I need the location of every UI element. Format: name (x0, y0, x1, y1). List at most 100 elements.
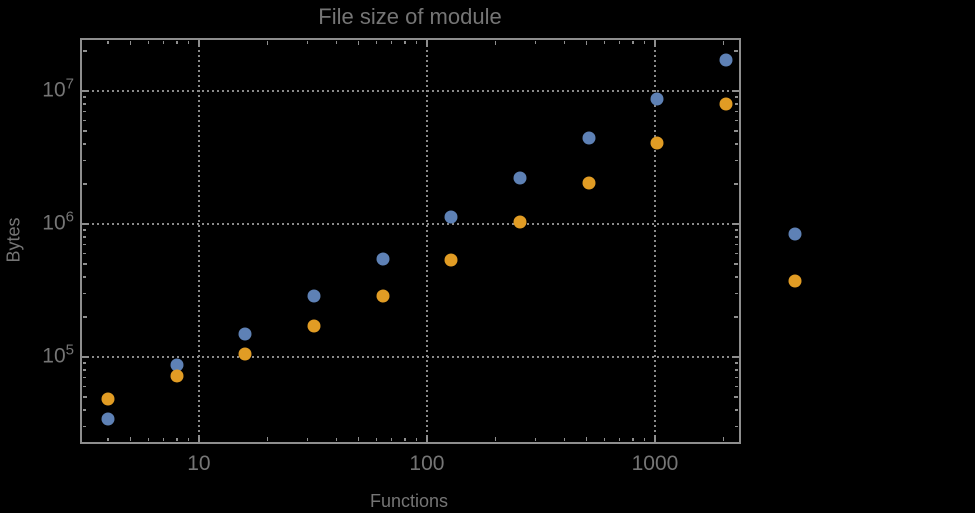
y-tick (735, 103, 738, 105)
y-tick (734, 183, 738, 185)
blue-series-point (376, 252, 390, 266)
y-tick (735, 252, 738, 255)
orange-series-point (582, 176, 596, 190)
x-tick (176, 41, 178, 44)
y-tick (83, 362, 86, 364)
y-gridline (82, 90, 739, 92)
x-tick (162, 438, 165, 441)
y-tick (735, 110, 738, 113)
x-tick (632, 41, 634, 44)
x-tick (404, 41, 406, 44)
orange-series-point (650, 136, 664, 150)
y-tick (83, 183, 87, 185)
y-tick (83, 103, 86, 105)
blue-series-point (307, 289, 321, 303)
x-tick (632, 438, 634, 441)
y-tick-label: 105 (42, 341, 74, 368)
x-tick (603, 41, 606, 44)
x-tick (643, 438, 646, 441)
y-tick (734, 396, 738, 398)
y-tick (735, 292, 738, 295)
x-tick (603, 438, 606, 441)
blue-series-point (238, 327, 252, 341)
y-tick (83, 143, 86, 145)
orange-series-point (719, 97, 733, 111)
x-tick (415, 438, 418, 441)
x-tick (653, 41, 656, 47)
x-gridline (425, 40, 428, 442)
x-tick (335, 438, 337, 441)
y-tick (83, 96, 86, 98)
y-tick (735, 425, 738, 428)
y-tick (732, 90, 738, 92)
orange-series-point (376, 289, 390, 303)
y-tick (735, 159, 738, 162)
y-tick (735, 369, 738, 371)
x-tick (187, 438, 190, 441)
y-tick (734, 263, 738, 265)
orange-series-point (307, 319, 321, 333)
x-tick (494, 437, 497, 441)
y-tick (83, 119, 86, 122)
y-tick (735, 236, 738, 238)
x-tick (176, 438, 178, 441)
y-tick (83, 229, 86, 231)
x-tick (404, 438, 406, 441)
x-tick (425, 435, 428, 441)
x-tick (375, 438, 378, 441)
x-tick (618, 41, 621, 44)
y-tick (734, 50, 738, 52)
x-tick-label: 10 (187, 452, 211, 475)
x-tick (357, 41, 359, 45)
x-tick (535, 41, 537, 44)
y-tick (734, 130, 738, 132)
y-tick-label: 107 (42, 75, 74, 102)
y-tick (83, 236, 86, 238)
blue-series-point (650, 92, 664, 106)
y-tick (735, 276, 738, 278)
y-tick (83, 409, 86, 411)
x-tick (375, 41, 378, 44)
blue-series-point (513, 171, 527, 185)
y-tick (83, 130, 87, 132)
orange-series-point (788, 274, 802, 288)
x-tick (162, 41, 165, 44)
x-gridline (197, 40, 200, 442)
y-tick (83, 292, 86, 295)
y-tick (83, 376, 86, 379)
orange-series-point (101, 392, 115, 406)
x-tick (187, 41, 190, 44)
x-tick (197, 435, 200, 441)
y-tick (735, 243, 738, 246)
y-tick (83, 90, 89, 92)
x-tick-label: 1000 (631, 452, 679, 475)
x-tick (563, 438, 565, 441)
x-tick (147, 438, 150, 441)
x-tick (643, 41, 646, 44)
x-tick (494, 41, 497, 45)
y-tick (732, 223, 738, 226)
x-tick (722, 437, 725, 441)
y-tick (732, 356, 738, 359)
y-tick (735, 409, 738, 411)
x-tick (585, 437, 587, 441)
orange-series-point (444, 253, 458, 267)
orange-series-point (513, 215, 527, 229)
x-axis-label: Functions (369, 491, 449, 511)
y-tick (83, 356, 89, 359)
y-tick (83, 252, 86, 255)
y-tick (735, 376, 738, 379)
y-tick (735, 96, 738, 98)
x-tick (722, 41, 725, 45)
y-tick (735, 143, 738, 145)
plot-frame (80, 38, 741, 444)
y-tick (735, 229, 738, 231)
x-tick (307, 41, 309, 44)
y-tick (83, 276, 86, 278)
y-tick (83, 369, 86, 371)
x-gridline (653, 40, 656, 442)
blue-series-point (101, 412, 115, 426)
y-tick (734, 316, 738, 318)
y-tick (83, 316, 87, 318)
